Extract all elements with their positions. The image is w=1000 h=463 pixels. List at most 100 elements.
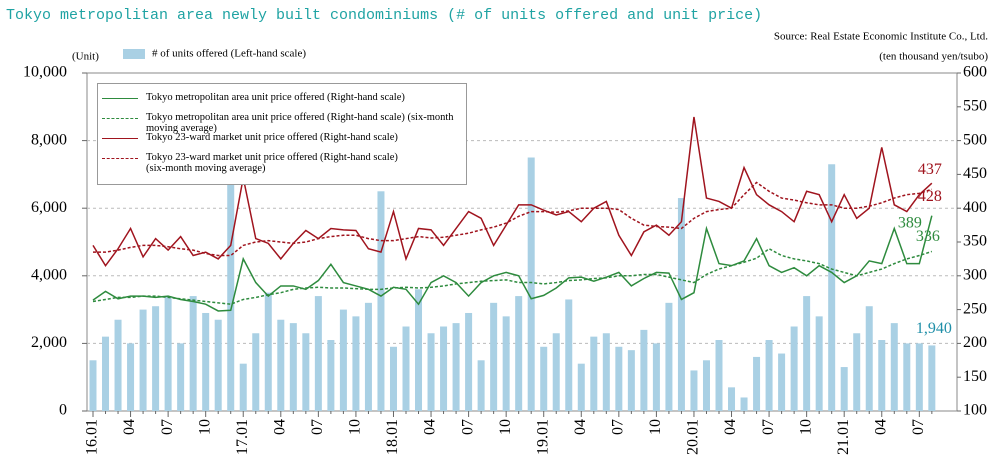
source: Source: Real Estate Economic Institute C… — [774, 31, 988, 43]
bar — [515, 296, 523, 411]
bar — [227, 181, 235, 411]
bar — [177, 343, 185, 411]
end-label: 437 — [918, 161, 942, 178]
bar — [502, 316, 510, 411]
bar — [89, 360, 97, 411]
bar — [903, 343, 911, 411]
y-tick-label: 4,000 — [31, 266, 67, 283]
bar — [590, 336, 598, 411]
bar — [615, 346, 623, 411]
bar — [214, 319, 222, 411]
bar — [790, 326, 798, 411]
legend-label: Tokyo 23-ward market unit price offered … — [146, 132, 398, 143]
y2-tick-label: 250 — [963, 300, 987, 317]
chart-title: Tokyo metropolitan area newly built cond… — [6, 7, 762, 24]
bar — [164, 296, 172, 411]
bar — [440, 326, 448, 411]
x-tick-label: 10 — [196, 419, 213, 435]
legend-swatch — [102, 98, 138, 99]
y2-tick-label: 150 — [963, 368, 987, 385]
end-label: 389 — [898, 214, 922, 231]
bar — [702, 360, 710, 411]
bar — [765, 340, 773, 411]
bar — [239, 363, 247, 411]
end-label: 428 — [918, 188, 942, 205]
y2-tick-label: 200 — [963, 334, 987, 351]
bar — [102, 336, 110, 411]
x-tick-label: 04 — [872, 419, 889, 435]
bar — [878, 340, 886, 411]
bar — [753, 356, 761, 411]
bar — [627, 350, 635, 411]
bar — [314, 296, 322, 411]
x-tick-label: 10 — [797, 419, 814, 435]
bar — [189, 296, 197, 411]
y-tick-label: 8,000 — [31, 131, 67, 148]
y2-tick-label: 350 — [963, 233, 987, 250]
bar — [853, 333, 861, 411]
y-label: (Unit) — [72, 51, 99, 63]
bar — [139, 309, 147, 411]
x-tick-label: 04 — [422, 419, 439, 435]
bar — [302, 333, 310, 411]
bar — [728, 387, 736, 411]
y2-label: (ten thousand yen/tsubo) — [879, 51, 988, 63]
bar — [577, 363, 585, 411]
bar — [114, 319, 122, 411]
bar — [928, 345, 936, 411]
bar — [252, 333, 260, 411]
x-tick-label: 04 — [722, 419, 739, 435]
bar — [690, 370, 698, 411]
x-tick-label: 10 — [497, 419, 514, 435]
x-tick-label: 07 — [760, 419, 777, 435]
bar — [339, 309, 347, 411]
bar — [865, 306, 873, 411]
bar — [477, 360, 485, 411]
bar — [415, 289, 423, 411]
end-label: 336 — [916, 228, 940, 245]
legend-label: Tokyo 23-ward market unit price offered … — [146, 152, 398, 174]
line — [92, 116, 933, 267]
y2-tick-label: 550 — [963, 97, 987, 114]
bar — [465, 312, 473, 411]
y-tick-label: 2,000 — [31, 334, 67, 351]
bar — [540, 346, 548, 411]
x-tick-label: 07 — [309, 419, 326, 435]
x-tick-label: 07 — [910, 419, 927, 435]
bar — [127, 343, 135, 411]
bar — [202, 312, 210, 411]
x-tick-label: 10 — [347, 419, 364, 435]
x-tick-label: 07 — [459, 419, 476, 435]
legend-swatch — [102, 138, 138, 139]
y2-tick-label: 450 — [963, 165, 987, 182]
bar — [377, 191, 385, 411]
bar — [740, 397, 748, 411]
bar — [652, 343, 660, 411]
y2-tick-label: 100 — [963, 402, 987, 419]
bar — [665, 302, 673, 411]
x-tick-label: 18.01 — [384, 419, 401, 455]
line — [93, 181, 933, 257]
bar — [352, 316, 360, 411]
legend-label: Tokyo metropolitan area unit price offer… — [146, 112, 454, 134]
bar — [778, 353, 786, 411]
bar — [565, 299, 573, 411]
bar — [427, 333, 435, 411]
bar — [264, 292, 272, 411]
y-tick-label: 0 — [59, 402, 67, 419]
x-tick-label: 10 — [647, 419, 664, 435]
bar — [364, 302, 372, 411]
bar — [389, 346, 397, 411]
legend: Tokyo metropolitan area unit price offer… — [97, 83, 467, 185]
x-tick-label: 20.01 — [685, 419, 702, 455]
legend-swatch — [102, 158, 138, 159]
x-tick-label: 21.01 — [835, 419, 852, 455]
bar — [890, 323, 898, 411]
x-tick-label: 04 — [121, 419, 138, 435]
bar — [840, 367, 848, 411]
bar — [402, 326, 410, 411]
x-tick-label: 04 — [271, 419, 288, 435]
data-label: 1,940 — [916, 320, 952, 337]
